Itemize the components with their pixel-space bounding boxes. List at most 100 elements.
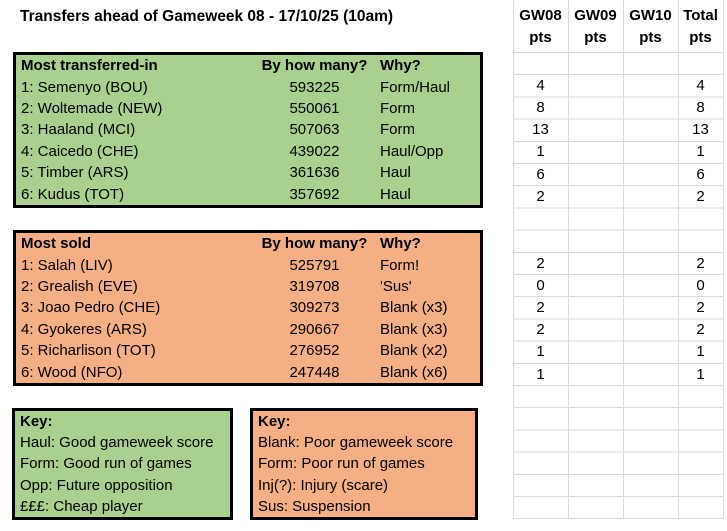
player-cell[interactable]: 6: Kudus (TOT) bbox=[21, 185, 125, 203]
points-row: 1 1 bbox=[513, 141, 723, 163]
column-header-gw09[interactable]: GW09 pts bbox=[568, 5, 623, 49]
table-row: 1: Semenyo (BOU) 593225 Form/Haul bbox=[16, 76, 480, 97]
points-row: 2 2 bbox=[513, 185, 723, 207]
total-points-cell[interactable]: 2 bbox=[696, 298, 705, 316]
player-cell[interactable]: 3: Joao Pedro (CHE) bbox=[21, 299, 161, 317]
why-cell[interactable]: Form bbox=[380, 100, 415, 118]
why-cell[interactable]: Haul bbox=[380, 185, 411, 203]
points-row: 1 1 bbox=[513, 341, 723, 363]
key-line[interactable]: Inj(?): Injury (scare) bbox=[258, 476, 389, 494]
count-cell[interactable]: 309273 bbox=[289, 299, 340, 317]
why-cell[interactable]: Blank (x3) bbox=[380, 299, 448, 317]
why-cell[interactable]: Haul/Opp bbox=[380, 142, 444, 160]
key-box-transferred-in: Key: Haul: Good gameweek score Form: Goo… bbox=[12, 408, 233, 520]
why-cell[interactable]: Form/Haul bbox=[380, 78, 451, 96]
table-row: 2: Grealish (EVE) 319708 'Sus' bbox=[16, 276, 480, 297]
gw08-points-cell[interactable]: 1 bbox=[536, 143, 545, 161]
points-row: 2 2 bbox=[513, 296, 723, 318]
key-line[interactable]: Blank: Poor gameweek score bbox=[258, 434, 454, 452]
header-why[interactable]: Why? bbox=[380, 235, 421, 253]
total-points-cell[interactable]: 8 bbox=[696, 98, 705, 116]
total-points-cell[interactable]: 0 bbox=[696, 276, 705, 294]
count-cell[interactable]: 247448 bbox=[289, 363, 340, 381]
points-row: 1 1 bbox=[513, 363, 723, 385]
gridline bbox=[723, 0, 724, 518]
column-header-label: GW08 bbox=[519, 7, 562, 24]
why-cell[interactable]: Haul bbox=[380, 164, 411, 182]
key-line[interactable]: £££: Cheap player bbox=[20, 497, 143, 515]
key-line[interactable]: Sus: Suspension bbox=[258, 497, 371, 515]
key-line[interactable]: Form: Good run of games bbox=[20, 455, 192, 473]
column-header-gw10[interactable]: GW10 pts bbox=[623, 5, 678, 49]
total-points-cell[interactable]: 1 bbox=[696, 343, 705, 361]
count-cell[interactable]: 290667 bbox=[289, 320, 340, 338]
player-cell[interactable]: 4: Caicedo (CHE) bbox=[21, 142, 139, 160]
count-cell[interactable]: 319708 bbox=[289, 278, 340, 296]
table-row: 1: Salah (LIV) 525791 Form! bbox=[16, 254, 480, 275]
gw08-points-cell[interactable]: 4 bbox=[536, 76, 545, 94]
gw08-points-cell[interactable]: 6 bbox=[536, 165, 545, 183]
player-cell[interactable]: 3: Haaland (MCI) bbox=[21, 121, 136, 139]
column-header-sub: pts bbox=[529, 29, 552, 47]
points-column-headers: GW08 pts GW09 pts GW10 pts Total pts bbox=[513, 5, 723, 49]
table-row: 5: Timber (ARS) 361636 Haul bbox=[16, 162, 480, 183]
column-header-label: GW09 bbox=[574, 7, 617, 24]
total-points-cell[interactable]: 2 bbox=[696, 187, 705, 205]
player-cell[interactable]: 2: Woltemade (NEW) bbox=[21, 100, 163, 118]
total-points-cell[interactable]: 1 bbox=[696, 365, 705, 383]
key-line[interactable]: Opp: Future opposition bbox=[20, 476, 173, 494]
why-cell[interactable]: Blank (x2) bbox=[380, 342, 448, 360]
gw08-points-cell[interactable]: 2 bbox=[536, 254, 545, 272]
count-cell[interactable]: 357692 bbox=[289, 185, 340, 203]
why-cell[interactable]: Blank (x6) bbox=[380, 363, 448, 381]
total-points-cell[interactable]: 13 bbox=[692, 121, 709, 139]
player-cell[interactable]: 2: Grealish (EVE) bbox=[21, 278, 138, 296]
player-cell[interactable]: 1: Semenyo (BOU) bbox=[21, 78, 148, 96]
gw08-points-cell[interactable]: 8 bbox=[536, 98, 545, 116]
key-title[interactable]: Key: bbox=[20, 413, 53, 431]
why-cell[interactable]: Form bbox=[380, 121, 415, 139]
player-cell[interactable]: 5: Timber (ARS) bbox=[21, 164, 129, 182]
count-cell[interactable]: 361636 bbox=[289, 164, 340, 182]
total-points-cell[interactable]: 2 bbox=[696, 321, 705, 339]
count-cell[interactable]: 276952 bbox=[289, 342, 340, 360]
count-cell[interactable]: 507063 bbox=[289, 121, 340, 139]
total-points-cell[interactable]: 6 bbox=[696, 165, 705, 183]
table-row: 6: Kudus (TOT) 357692 Haul bbox=[16, 184, 480, 205]
count-cell[interactable]: 593225 bbox=[289, 78, 340, 96]
key-line[interactable]: Haul: Good gameweek score bbox=[20, 434, 214, 452]
gw08-points-cell[interactable]: 2 bbox=[536, 321, 545, 339]
total-points-cell[interactable]: 1 bbox=[696, 143, 705, 161]
count-cell[interactable]: 525791 bbox=[289, 256, 340, 274]
count-cell[interactable]: 439022 bbox=[289, 142, 340, 160]
gw08-points-cell[interactable]: 1 bbox=[536, 343, 545, 361]
gw08-points-cell[interactable]: 2 bbox=[536, 187, 545, 205]
gw08-points-cell[interactable]: 1 bbox=[536, 365, 545, 383]
header-why[interactable]: Why? bbox=[380, 57, 421, 75]
header-most-transferred-in[interactable]: Most transferred-in bbox=[21, 57, 158, 75]
player-cell[interactable]: 1: Salah (LIV) bbox=[21, 256, 113, 274]
why-cell[interactable]: 'Sus' bbox=[380, 278, 412, 296]
key-title[interactable]: Key: bbox=[258, 413, 291, 431]
header-by-how-many[interactable]: By how many? bbox=[261, 57, 368, 75]
key-line[interactable]: Form: Poor run of games bbox=[258, 455, 425, 473]
most-sold-table: Most sold By how many? Why? 1: Salah (LI… bbox=[13, 230, 483, 386]
header-most-sold[interactable]: Most sold bbox=[21, 235, 91, 253]
player-cell[interactable]: 5: Richarlison (TOT) bbox=[21, 342, 156, 360]
why-cell[interactable]: Form! bbox=[380, 256, 420, 274]
page-title: Transfers ahead of Gameweek 08 - 17/10/2… bbox=[20, 8, 394, 25]
count-cell[interactable]: 550061 bbox=[289, 100, 340, 118]
header-by-how-many[interactable]: By how many? bbox=[261, 235, 368, 253]
gw08-points-cell[interactable]: 0 bbox=[536, 276, 545, 294]
column-header-total[interactable]: Total pts bbox=[678, 5, 723, 49]
player-cell[interactable]: 4: Gyokeres (ARS) bbox=[21, 320, 147, 338]
key-box-most-sold: Key: Blank: Poor gameweek score Form: Po… bbox=[250, 408, 478, 520]
points-row: 2 2 bbox=[513, 252, 723, 274]
total-points-cell[interactable]: 2 bbox=[696, 254, 705, 272]
why-cell[interactable]: Blank (x3) bbox=[380, 320, 448, 338]
gw08-points-cell[interactable]: 2 bbox=[536, 298, 545, 316]
player-cell[interactable]: 6: Wood (NFO) bbox=[21, 363, 123, 381]
column-header-gw08[interactable]: GW08 pts bbox=[513, 5, 568, 49]
gw08-points-cell[interactable]: 13 bbox=[532, 121, 549, 139]
total-points-cell[interactable]: 4 bbox=[696, 76, 705, 94]
